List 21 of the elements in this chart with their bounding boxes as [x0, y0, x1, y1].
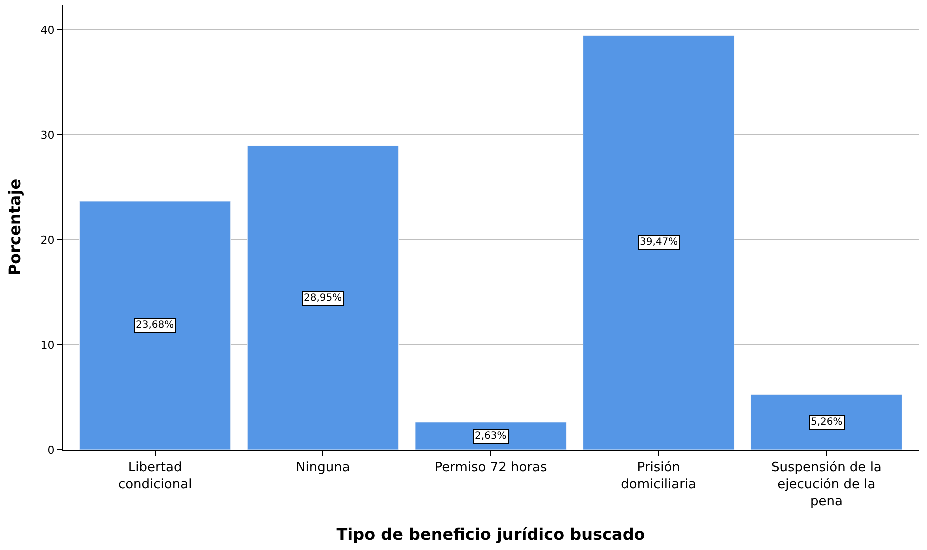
data-label: 2,63%	[475, 431, 507, 442]
y-tick-label: 0	[48, 444, 55, 457]
x-axis-title: Tipo de beneficio jurídico buscado	[336, 525, 646, 544]
bar	[80, 201, 232, 450]
y-tick-label: 30	[40, 128, 55, 142]
data-label: 28,95%	[304, 293, 342, 304]
y-tick-label: 10	[40, 338, 55, 352]
y-tick-label: 40	[40, 24, 55, 38]
x-tick-label: Libertad condicional	[118, 460, 192, 492]
y-tick-label: 20	[40, 234, 55, 247]
x-tick-label: Ninguna	[296, 460, 350, 476]
data-label: 5,26%	[811, 417, 843, 428]
y-axis-title: Porcentaje	[6, 178, 25, 276]
bar	[583, 36, 735, 450]
x-tick-label: Suspensión de la ejecución de la pena	[771, 460, 882, 510]
bar	[750, 394, 902, 450]
bar	[247, 146, 399, 450]
x-tick-label: Prisión domiciliaria	[621, 460, 697, 492]
data-label: 39,47%	[640, 237, 678, 248]
data-label: 23,68%	[136, 320, 174, 331]
x-tick-label: Permiso 72 horas	[434, 460, 548, 476]
